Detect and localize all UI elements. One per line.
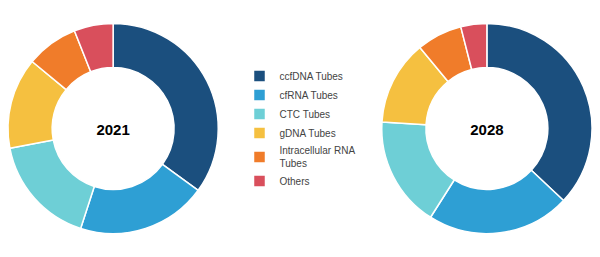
svg-text:2028: 2028 [470, 121, 503, 138]
svg-text:Intracellular RNATubes: Intracellular RNATubes [280, 145, 356, 169]
svg-text:cfRNA Tubes: cfRNA Tubes [280, 90, 338, 101]
svg-text:gDNA Tubes: gDNA Tubes [280, 128, 336, 139]
svg-text:Others: Others [280, 176, 310, 187]
svg-text:CTC Tubes: CTC Tubes [280, 109, 331, 120]
svg-text:2021: 2021 [96, 121, 129, 138]
svg-text:ccfDNA Tubes: ccfDNA Tubes [280, 71, 343, 82]
